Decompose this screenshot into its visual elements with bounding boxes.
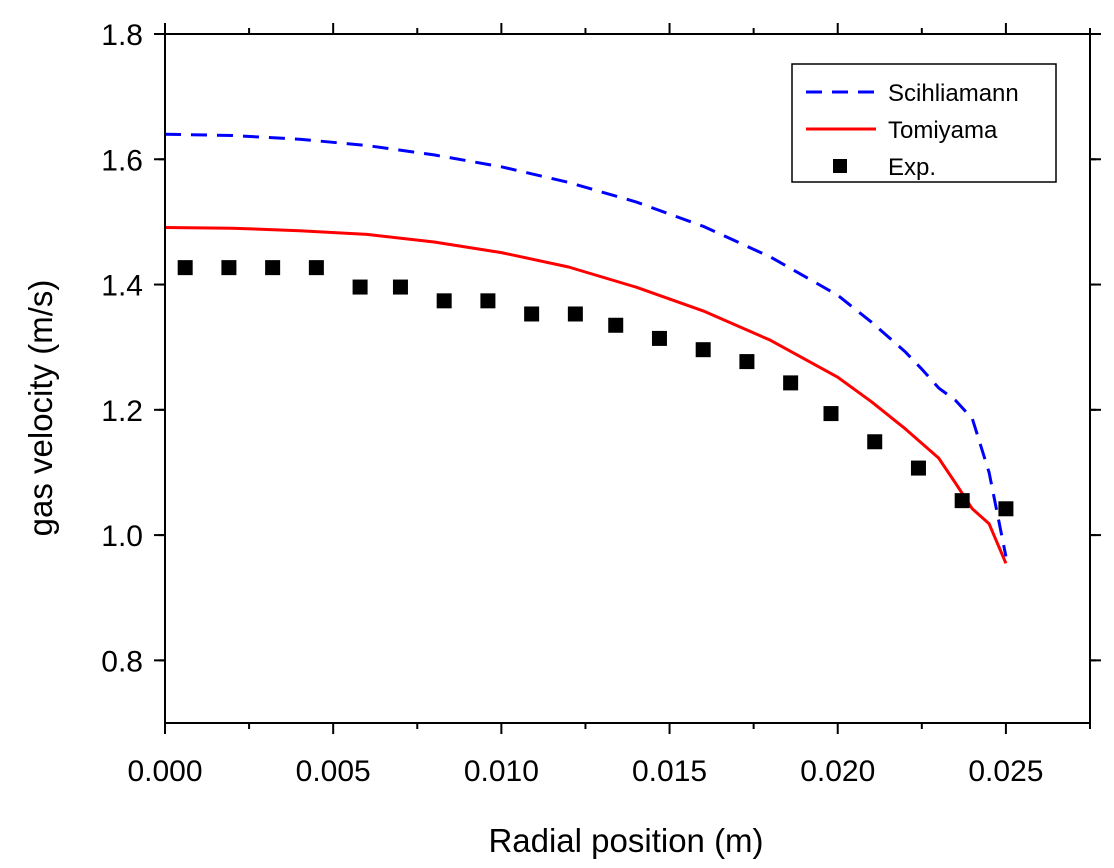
legend: Scihliamann Tomiyama Exp. xyxy=(791,63,1057,183)
plot-frame xyxy=(164,33,1091,724)
y-axis-title: gas velocity (m/s) xyxy=(22,280,59,537)
y-tick-label: 1.6 xyxy=(101,144,143,177)
axes: 0.000 0.005 0.010 0.015 0.020 0.025 0.8 1.0 1.2 1… xyxy=(101,19,1101,788)
plot-area xyxy=(164,132,1014,564)
data-point-exp xyxy=(177,260,193,276)
data-point-exp xyxy=(867,434,883,450)
y-tick-label: 1.0 xyxy=(101,520,143,553)
data-point-exp xyxy=(221,260,237,276)
x-tick-label: 0.005 xyxy=(296,755,371,788)
series-line-tomiyama xyxy=(164,226,1008,564)
x-tick-label: 0.025 xyxy=(968,755,1043,788)
series-line-scihliamann xyxy=(164,132,1008,557)
x-tick-label: 0.010 xyxy=(464,755,539,788)
data-point-exp xyxy=(308,260,324,276)
data-point-exp xyxy=(392,279,408,295)
data-point-exp xyxy=(739,354,755,370)
data-point-exp xyxy=(352,279,368,295)
data-point-exp xyxy=(480,293,496,309)
data-point-exp xyxy=(910,460,926,476)
data-point-exp xyxy=(783,375,799,391)
x-tick-label: 0.000 xyxy=(127,755,202,788)
x-tick-label: 0.020 xyxy=(800,755,875,788)
data-point-exp xyxy=(265,260,281,276)
x-tick-label: 0.015 xyxy=(632,755,707,788)
data-point-exp xyxy=(954,493,970,509)
legend-label-scihliamann: Scihliamann xyxy=(888,80,1019,107)
data-point-exp xyxy=(823,406,839,422)
data-point-exp xyxy=(608,317,624,333)
x-axis-title: Radial position (m) xyxy=(488,822,763,859)
data-point-exp xyxy=(651,330,667,346)
y-tick-label: 1.2 xyxy=(101,395,143,428)
data-point-exp xyxy=(524,306,540,322)
y-tick-label: 1.4 xyxy=(101,270,143,303)
data-point-exp xyxy=(436,293,452,309)
y-tick-label: 1.8 xyxy=(101,19,143,52)
legend-label-exp: Exp. xyxy=(888,154,936,181)
data-point-exp xyxy=(567,306,583,322)
legend-label-tomiyama: Tomiyama xyxy=(888,117,998,144)
legend-swatch-exp xyxy=(833,159,847,173)
data-point-exp xyxy=(998,501,1014,517)
y-tick-label: 0.8 xyxy=(101,645,143,678)
data-point-exp xyxy=(695,342,711,358)
